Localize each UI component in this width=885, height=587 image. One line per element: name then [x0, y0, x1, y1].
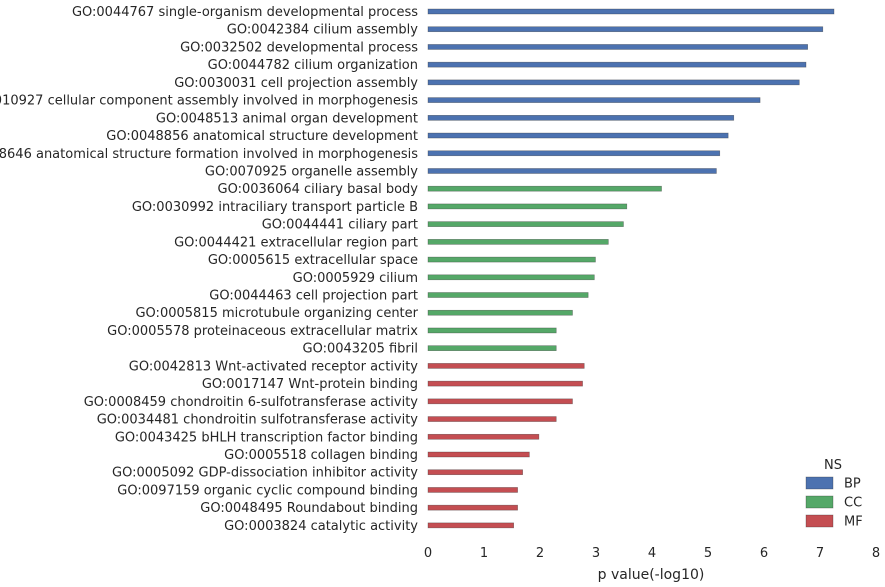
x-tick-label: 8 [872, 546, 880, 561]
category-label: GO:0042384 cilium assembly [227, 23, 419, 38]
category-label: GO:0034481 chondroitin sulfotransferase … [97, 413, 419, 428]
legend-swatch-mf [805, 514, 834, 528]
legend-entries: BP CC MF [805, 476, 863, 530]
bar-cc [427, 345, 557, 351]
legend-label-bp: BP [844, 477, 861, 492]
category-label: GO:0048495 Roundabout binding [200, 501, 418, 516]
bar-mf [427, 487, 518, 493]
bar-mf [427, 451, 530, 458]
bar-bp [427, 150, 721, 157]
category-label: GO:0010927 cellular component assembly i… [0, 94, 418, 109]
bar-bp [427, 115, 735, 121]
x-tick-labels-group: 0 1 2 3 4 5 6 7 8 [424, 546, 880, 561]
category-label: GO:0043205 fibril [303, 342, 419, 357]
bars-group [427, 8, 835, 529]
category-label: GO:0044767 single-organism developmental… [72, 5, 418, 20]
bar-bp [427, 79, 800, 86]
legend-label-cc: CC [844, 496, 862, 511]
category-label: GO:0097159 organic cyclic compound bindi… [117, 483, 418, 498]
category-label: GO:0044782 cilium organization [208, 58, 418, 73]
bar-mf [427, 363, 585, 369]
category-label: GO:0042813 Wnt-activated receptor activi… [129, 359, 419, 374]
x-tick-label: 5 [704, 546, 712, 561]
category-label: GO:0030031 cell projection assembly [174, 76, 418, 91]
legend-title: NS [824, 458, 842, 473]
bar-cc [427, 239, 609, 245]
x-tick-label: 7 [816, 546, 824, 561]
category-label: GO:0005518 collagen binding [224, 448, 418, 463]
category-label: GO:0044421 extracellular region part [174, 235, 418, 250]
legend-swatch-bp [805, 476, 834, 490]
bar-mf [427, 433, 540, 440]
bar-cc [427, 327, 557, 334]
category-label: GO:0044441 ciliary part [262, 218, 418, 233]
x-tick-label: 0 [424, 546, 432, 561]
bar-mf [427, 398, 573, 405]
bar-mf [427, 522, 514, 529]
bar-bp [427, 168, 717, 174]
bar-cc [427, 274, 595, 281]
bar-mf [427, 504, 518, 511]
bar-cc [427, 185, 662, 192]
bar-bp [427, 44, 808, 50]
bar-bp [427, 97, 761, 103]
category-label: GO:0048646 anatomical structure formatio… [0, 147, 418, 162]
category-label: GO:0044463 cell projection part [209, 289, 418, 304]
x-tick-label: 1 [480, 546, 488, 561]
legend-swatch-cc [805, 495, 834, 509]
category-label: GO:0005929 cilium [293, 271, 418, 286]
category-label: GO:0048513 animal organ development [156, 111, 418, 126]
category-label: GO:0030992 intraciliary transport partic… [132, 200, 418, 215]
bar-cc [427, 221, 624, 227]
category-label: GO:0043425 bHLH transcription factor bin… [115, 430, 418, 445]
category-label: GO:0005615 extracellular space [208, 253, 418, 268]
x-tick-label: 4 [648, 546, 656, 561]
bar-bp [427, 26, 824, 33]
legend-label-mf: MF [844, 515, 863, 530]
bar-mf [427, 380, 583, 387]
bar-cc [427, 256, 596, 263]
bar-cc [427, 203, 628, 210]
bar-mf [427, 469, 523, 476]
category-label: GO:0032502 developmental process [180, 40, 418, 55]
bar-cc [427, 292, 589, 298]
x-axis-label: p value(-log10) [598, 567, 705, 583]
bar-bp [427, 61, 807, 68]
category-label: GO:0017147 Wnt-protein binding [202, 377, 418, 392]
bar-mf [427, 416, 557, 422]
bar-bp [427, 8, 835, 15]
x-tick-label: 2 [536, 546, 544, 561]
category-label: GO:0003824 catalytic activity [224, 519, 418, 534]
category-label: GO:0005815 microtubule organizing center [135, 306, 418, 321]
x-tick-label: 6 [760, 546, 768, 561]
category-label: GO:0036064 ciliary basal body [218, 182, 419, 197]
category-label: GO:0005578 proteinaceous extracellular m… [107, 324, 418, 339]
bar-cc [427, 309, 573, 316]
category-label: GO:0008459 chondroitin 6-sulfotransferas… [84, 395, 419, 410]
category-label: GO:0048856 anatomical structure developm… [106, 129, 418, 144]
category-label: GO:0005092 GDP-dissociation inhibitor ac… [112, 466, 418, 481]
category-label: GO:0070925 organelle assembly [205, 164, 418, 179]
bar-bp [427, 132, 729, 139]
x-tick-label: 3 [592, 546, 600, 561]
category-labels-group: GO:0044767 single-organism developmental… [0, 5, 419, 534]
legend: NS BP CC MF [805, 458, 863, 530]
